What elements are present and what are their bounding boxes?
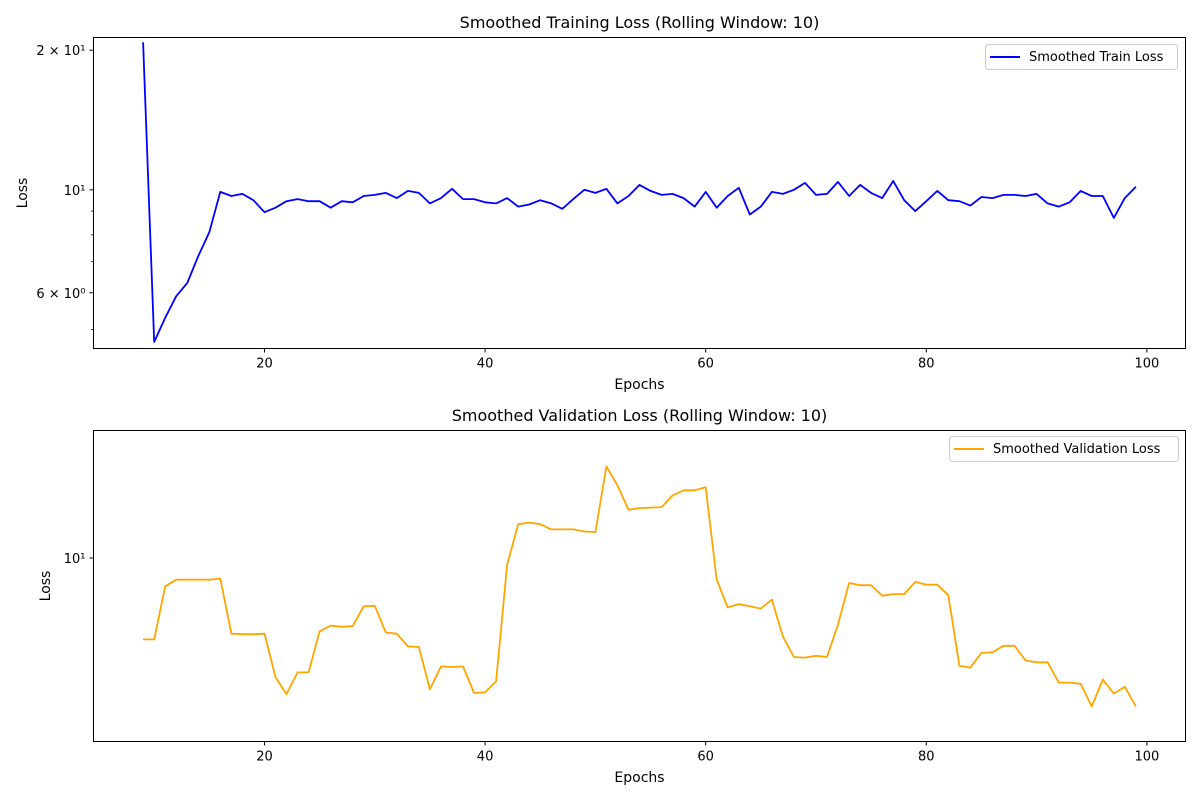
y-ticks: 10¹ xyxy=(64,552,94,567)
x-tick-label: 80 xyxy=(918,750,935,765)
x-tick-label: 100 xyxy=(1134,357,1159,372)
training-loss-chart: Smoothed Training Loss (Rolling Window: … xyxy=(15,13,1186,393)
y-tick-label: 10¹ xyxy=(64,552,86,567)
chart-title: Smoothed Training Loss (Rolling Window: … xyxy=(460,13,820,32)
legend-box xyxy=(985,44,1178,70)
x-ticks: 20 40 60 80 100 xyxy=(256,348,1159,372)
plot-area xyxy=(143,465,1137,708)
y-axis-label: Loss xyxy=(15,178,31,209)
x-axis-label: Epochs xyxy=(614,377,664,393)
plot-area xyxy=(142,42,1137,343)
x-tick-label: 60 xyxy=(697,357,714,372)
chart-title: Smoothed Validation Loss (Rolling Window… xyxy=(452,406,828,425)
x-ticks: 20 40 60 80 100 xyxy=(256,741,1159,765)
axes-frame xyxy=(93,430,1186,742)
y-tick-label: 6 × 10⁰ xyxy=(36,287,85,302)
x-tick-label: 40 xyxy=(477,750,494,765)
validation-loss-chart: Smoothed Validation Loss (Rolling Window… xyxy=(38,406,1186,786)
y-tick-label: 10¹ xyxy=(64,184,86,199)
x-tick-label: 80 xyxy=(918,357,935,372)
x-tick-label: 20 xyxy=(256,357,273,372)
legend-label-train: Smoothed Train Loss xyxy=(1029,50,1164,65)
legend: Smoothed Validation Loss xyxy=(949,436,1179,462)
x-axis-label: Epochs xyxy=(614,770,664,786)
axes-frame xyxy=(93,37,1186,349)
x-tick-label: 60 xyxy=(697,750,714,765)
legend: Smoothed Train Loss xyxy=(985,44,1178,70)
y-axis-label: Loss xyxy=(38,571,54,602)
x-tick-label: 20 xyxy=(256,750,273,765)
series-line xyxy=(143,465,1137,708)
x-tick-label: 40 xyxy=(477,357,494,372)
y-tick-label: 2 × 10¹ xyxy=(36,44,85,59)
x-tick-label: 100 xyxy=(1134,750,1159,765)
series-line xyxy=(142,42,1137,343)
legend-box xyxy=(949,436,1179,462)
legend-label-validation: Smoothed Validation Loss xyxy=(993,442,1161,457)
